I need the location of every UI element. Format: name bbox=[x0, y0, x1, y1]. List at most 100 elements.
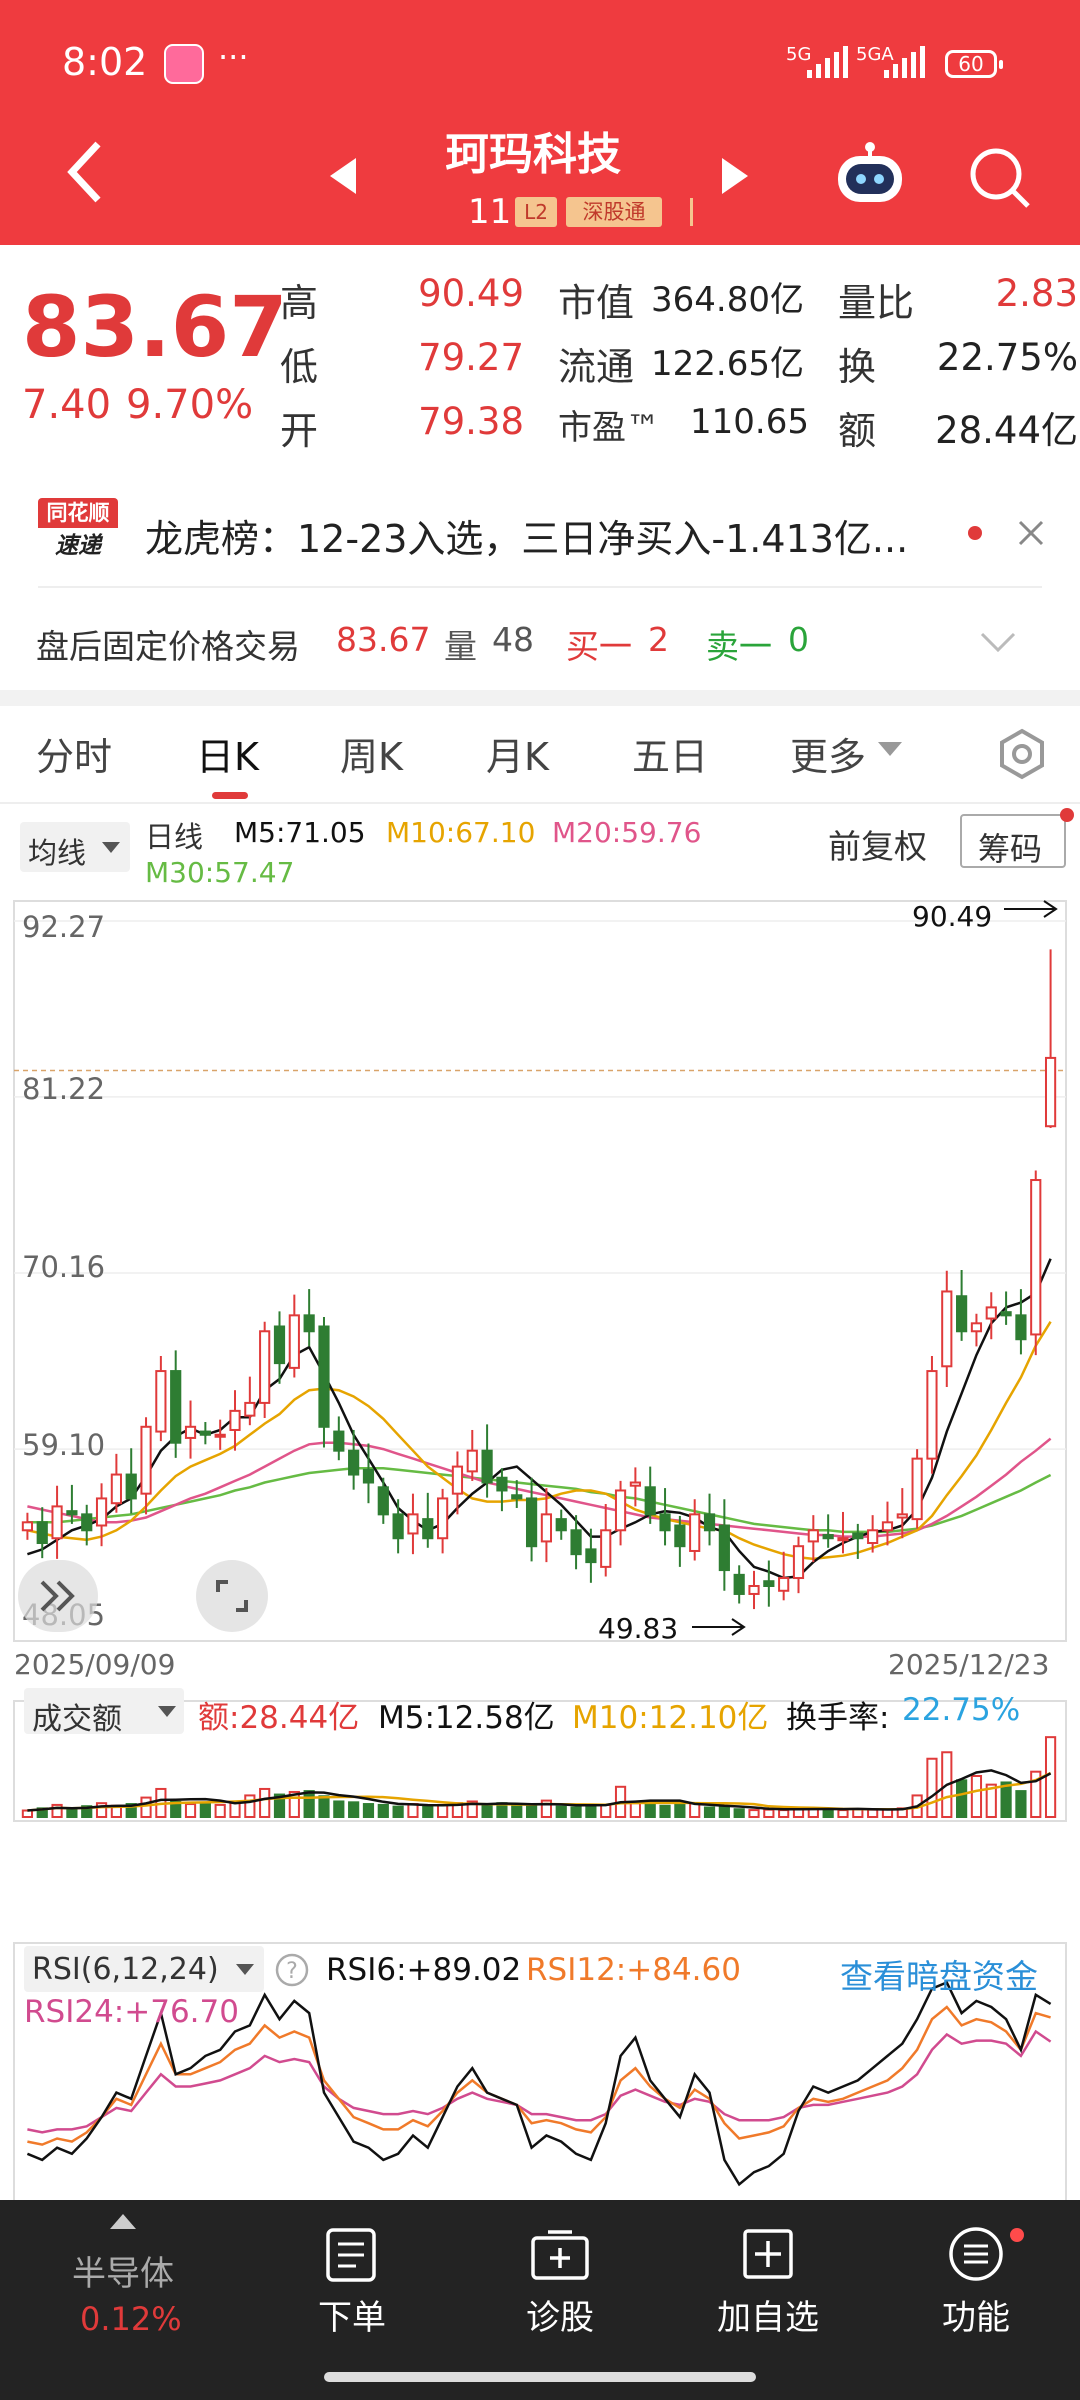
candle-body bbox=[273, 1325, 286, 1365]
rsi24-line bbox=[27, 2029, 1052, 2134]
back-arrow-icon[interactable] bbox=[64, 140, 104, 204]
amount-value: 28.44亿 bbox=[935, 409, 1078, 452]
min-price-label: 49.83 bbox=[598, 1612, 679, 1645]
candle-body bbox=[837, 1537, 849, 1542]
after-hours-vol-label: 量 bbox=[444, 627, 477, 666]
y-tick-4: 59.10 bbox=[22, 1428, 106, 1462]
price-change-pct: 9.70% bbox=[126, 382, 254, 428]
dropdown-icon bbox=[236, 1964, 254, 1975]
volume-bar bbox=[303, 1790, 315, 1819]
candle-body bbox=[614, 1489, 627, 1532]
status-time: 8:02 bbox=[62, 40, 148, 84]
candle-body bbox=[496, 1476, 508, 1492]
volume-bar bbox=[778, 1809, 790, 1818]
volume-bar bbox=[600, 1803, 612, 1818]
candle-body bbox=[377, 1486, 389, 1516]
expand-left-button[interactable] bbox=[18, 1560, 98, 1632]
volume-ratio-value: 2.83 bbox=[995, 272, 1078, 315]
close-icon[interactable] bbox=[1018, 520, 1044, 546]
volume-bar bbox=[585, 1804, 597, 1818]
candle-body bbox=[629, 1481, 641, 1487]
volume-bar bbox=[51, 1803, 63, 1818]
candle-body bbox=[466, 1449, 478, 1473]
prev-stock-icon[interactable] bbox=[330, 158, 358, 194]
nav-order[interactable]: 下单 bbox=[318, 2298, 386, 2338]
volume-selector[interactable]: 成交额 bbox=[24, 1688, 184, 1737]
volume-bar bbox=[629, 1802, 641, 1818]
candle-body bbox=[585, 1548, 597, 1564]
volume-bar bbox=[644, 1801, 656, 1818]
search-icon[interactable] bbox=[968, 146, 1032, 210]
ma5-label: M5:71.05 bbox=[234, 816, 366, 849]
volume-bar bbox=[392, 1805, 404, 1818]
settings-icon[interactable] bbox=[996, 728, 1048, 780]
volume-bar bbox=[926, 1757, 938, 1818]
dark-pool-link[interactable]: 查看暗盘资金 bbox=[840, 1957, 1038, 1996]
candle-body bbox=[318, 1325, 330, 1428]
sell1-value: 0 bbox=[788, 620, 809, 659]
candle-body bbox=[956, 1295, 968, 1333]
turnover-label: 换 bbox=[838, 345, 877, 389]
chevron-down-icon[interactable] bbox=[980, 632, 1016, 652]
sector-pct: 0.12% bbox=[80, 2300, 182, 2338]
turnover-value: 22.75% bbox=[936, 336, 1078, 379]
float-value: 122.65亿 bbox=[651, 344, 804, 384]
low-value: 79.27 bbox=[418, 336, 524, 379]
kline-chart[interactable] bbox=[0, 895, 1080, 2225]
volume-bar bbox=[985, 1783, 997, 1819]
candle-body bbox=[659, 1513, 671, 1532]
help-icon[interactable]: ? bbox=[274, 1952, 310, 1988]
ma-kind: 日线 bbox=[145, 820, 204, 854]
candle-body bbox=[852, 1532, 864, 1540]
max-price-label: 90.49 bbox=[912, 900, 993, 933]
y-tick-3: 70.16 bbox=[22, 1250, 106, 1284]
open-value: 79.38 bbox=[418, 400, 524, 443]
tab-monthly-k[interactable]: 月K bbox=[486, 735, 549, 779]
sector-name[interactable]: 半导体 bbox=[72, 2254, 174, 2294]
tab-five-day[interactable]: 五日 bbox=[632, 735, 709, 779]
candle-body bbox=[481, 1449, 493, 1484]
function-badge-dot bbox=[1010, 2228, 1024, 2242]
volume-bar bbox=[956, 1779, 968, 1819]
kline-plot-frame bbox=[13, 900, 1067, 1642]
candle-body bbox=[792, 1545, 805, 1580]
high-label: 高 bbox=[280, 281, 319, 325]
nav-diagnose[interactable]: 诊股 bbox=[526, 2298, 594, 2338]
date-start: 2025/09/09 bbox=[14, 1648, 176, 1681]
volume-bar bbox=[407, 1803, 419, 1818]
after-hours-row[interactable]: 盘后固定价格交易 83.67 量 48 买一 2 卖一 0 bbox=[0, 600, 1080, 680]
after-hours-price: 83.67 bbox=[336, 620, 431, 659]
ma-selector[interactable]: 均线 bbox=[20, 822, 130, 872]
chip-button-label: 筹码 bbox=[978, 830, 1043, 868]
candle-body bbox=[259, 1330, 271, 1404]
tab-more[interactable]: 更多 bbox=[790, 735, 867, 779]
chip-button[interactable]: 筹码 bbox=[960, 814, 1066, 868]
volume-bar bbox=[184, 1803, 197, 1818]
ths-logo-bottom: 速递 bbox=[55, 533, 101, 559]
candle-body bbox=[689, 1513, 701, 1552]
candle-body bbox=[555, 1518, 567, 1532]
fullscreen-button[interactable] bbox=[196, 1560, 268, 1632]
mcap-label: 市值 bbox=[558, 281, 635, 325]
candle-body bbox=[51, 1505, 63, 1540]
tab-intraday[interactable]: 分时 bbox=[36, 735, 113, 779]
volume-bar bbox=[214, 1803, 226, 1818]
ma10-line bbox=[27, 1321, 1052, 1561]
section-gap bbox=[0, 690, 1080, 706]
rsi-selector[interactable]: RSI(6,12,24) bbox=[24, 1946, 264, 1992]
robot-assistant-icon[interactable] bbox=[834, 140, 906, 206]
candle-body bbox=[674, 1524, 686, 1548]
nav-add-watchlist[interactable]: 加自选 bbox=[717, 2298, 819, 2338]
high-value: 90.49 bbox=[418, 272, 524, 315]
tab-daily-k[interactable]: 日K bbox=[196, 735, 259, 779]
next-stock-icon[interactable] bbox=[722, 158, 750, 194]
price-adjust-toggle[interactable]: 前复权 bbox=[828, 827, 927, 866]
news-banner[interactable]: 同花顺 速递 龙虎榜：12-23入选，三日净买入-1.413亿... bbox=[0, 480, 1080, 584]
network-5ga-label: 5GA bbox=[856, 44, 894, 65]
divider bbox=[38, 586, 1042, 588]
nav-function[interactable]: 功能 bbox=[942, 2298, 1010, 2338]
candle-body bbox=[348, 1449, 360, 1476]
tab-weekly-k[interactable]: 周K bbox=[340, 735, 403, 779]
volume-bar bbox=[333, 1800, 345, 1818]
buy1-value: 2 bbox=[648, 620, 669, 659]
